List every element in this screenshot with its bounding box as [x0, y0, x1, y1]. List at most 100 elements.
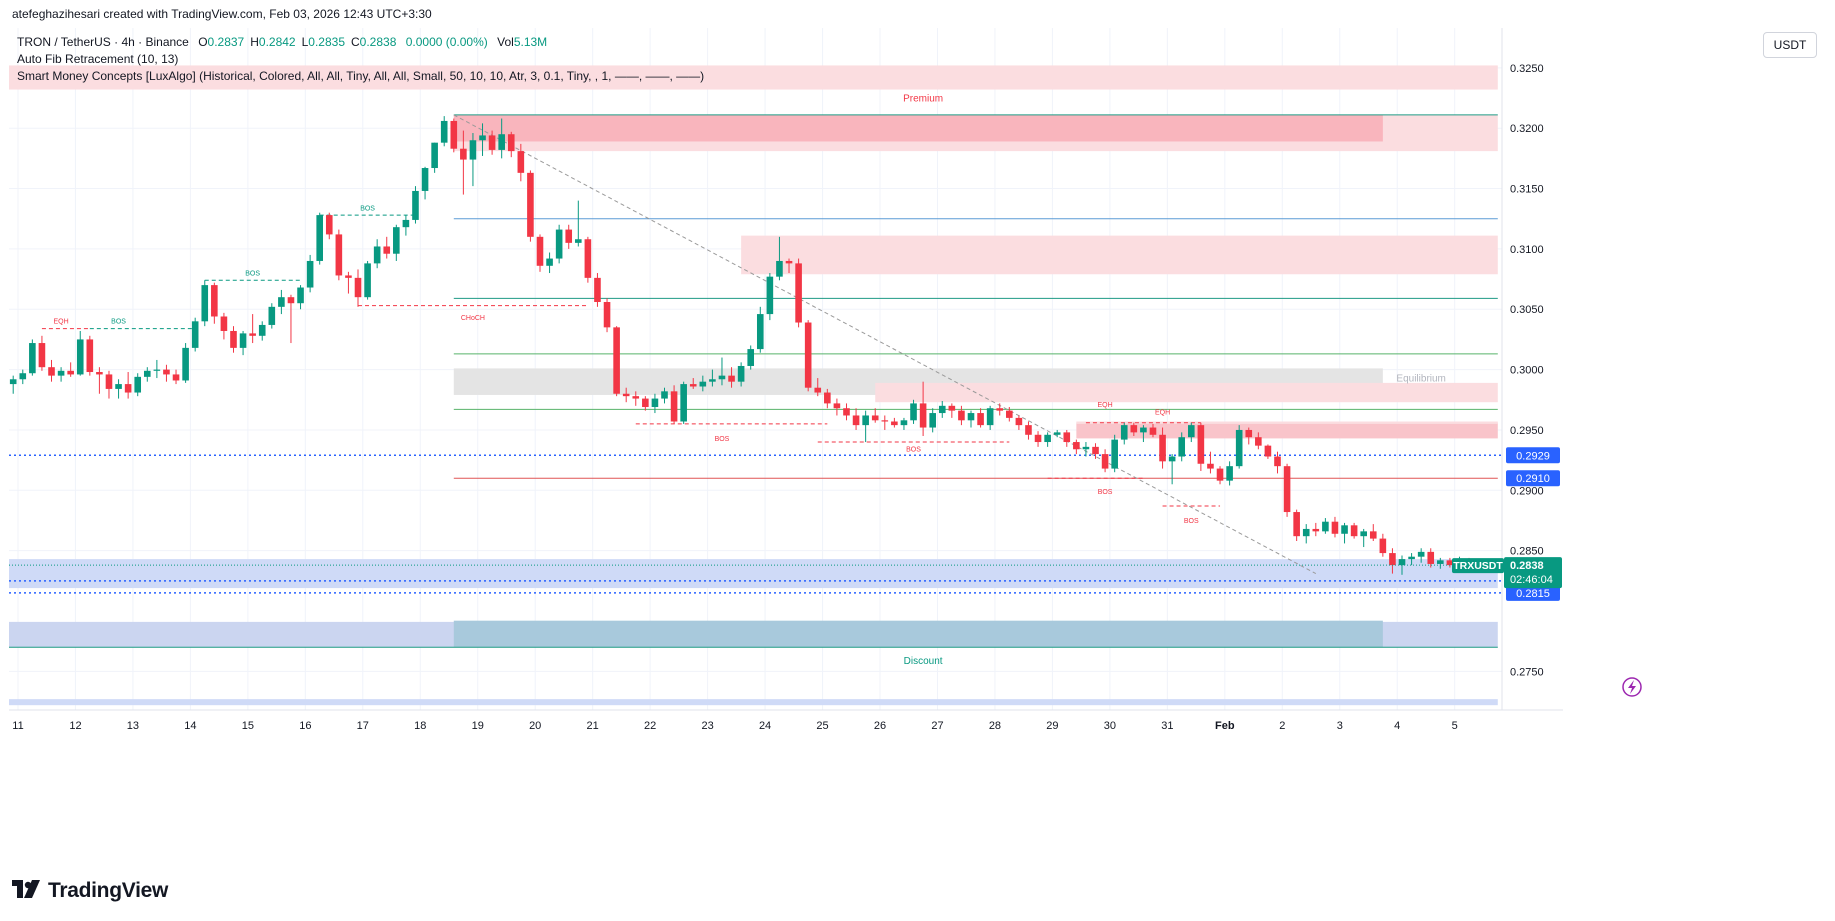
candle[interactable]: [1197, 422, 1205, 471]
candle[interactable]: [1159, 427, 1166, 469]
candle[interactable]: [642, 396, 649, 411]
candle[interactable]: [440, 116, 448, 147]
candle[interactable]: [1082, 442, 1090, 457]
candle[interactable]: [843, 403, 850, 421]
candle[interactable]: [1178, 432, 1186, 462]
candle[interactable]: [661, 387, 668, 404]
candle[interactable]: [1101, 449, 1109, 473]
candle[interactable]: [824, 388, 831, 409]
candle[interactable]: [584, 236, 592, 283]
candle[interactable]: [862, 410, 869, 443]
candle[interactable]: [297, 285, 304, 310]
candle[interactable]: [460, 130, 467, 195]
candle[interactable]: [469, 133, 477, 187]
candle[interactable]: [479, 123, 486, 156]
candle[interactable]: [1302, 524, 1310, 544]
candle[interactable]: [804, 320, 812, 392]
candle[interactable]: [1369, 524, 1377, 542]
candle[interactable]: [354, 269, 362, 307]
candle[interactable]: [1427, 548, 1435, 568]
candle[interactable]: [134, 373, 142, 397]
candle[interactable]: [651, 393, 659, 414]
candle[interactable]: [929, 408, 936, 433]
candle[interactable]: [527, 170, 534, 242]
candle[interactable]: [211, 282, 218, 324]
candle[interactable]: [1245, 427, 1253, 445]
candle[interactable]: [316, 212, 323, 265]
candle[interactable]: [507, 131, 515, 158]
candle[interactable]: [38, 335, 46, 371]
current-price-label[interactable]: 0.2838 02:46:04: [1504, 557, 1562, 589]
candle[interactable]: [958, 405, 965, 426]
candle[interactable]: [795, 258, 802, 328]
candle[interactable]: [201, 280, 209, 327]
candle[interactable]: [575, 200, 582, 247]
candle[interactable]: [689, 378, 697, 389]
candle[interactable]: [709, 369, 716, 387]
candle[interactable]: [871, 408, 879, 423]
candle[interactable]: [546, 252, 553, 274]
candle[interactable]: [335, 229, 343, 281]
candle[interactable]: [258, 321, 266, 341]
candle[interactable]: [718, 357, 726, 386]
candle[interactable]: [833, 398, 841, 416]
candle[interactable]: [345, 271, 352, 294]
candle[interactable]: [9, 375, 17, 394]
candle[interactable]: [747, 345, 755, 370]
candle[interactable]: [1379, 533, 1387, 557]
candle[interactable]: [230, 326, 237, 353]
candle[interactable]: [287, 294, 295, 344]
candle[interactable]: [622, 387, 630, 403]
candle[interactable]: [785, 258, 793, 274]
candle[interactable]: [1226, 461, 1233, 486]
candle[interactable]: [1092, 443, 1099, 459]
candle[interactable]: [1053, 429, 1061, 438]
candle[interactable]: [900, 417, 908, 430]
candle[interactable]: [1120, 422, 1128, 445]
time-axis[interactable]: 11 12 13 14 15 16 17 18 19 20 21 22 23 24 25 26 27 28 29 30…: [9, 709, 1563, 732]
candle[interactable]: [670, 385, 678, 424]
candle[interactable]: [325, 212, 333, 240]
candle[interactable]: [756, 306, 764, 353]
candle[interactable]: [1216, 466, 1224, 485]
candle[interactable]: [565, 224, 573, 249]
candle[interactable]: [603, 298, 611, 333]
candle[interactable]: [555, 224, 563, 264]
indicator-fib-label[interactable]: Auto Fib Retracement (10, 13): [17, 52, 179, 66]
candle[interactable]: [182, 343, 189, 383]
candle[interactable]: [163, 364, 170, 382]
candle[interactable]: [737, 362, 745, 387]
candle[interactable]: [852, 408, 860, 430]
candle[interactable]: [517, 143, 525, 182]
candle[interactable]: [48, 359, 55, 382]
candle[interactable]: [1341, 522, 1348, 544]
candle[interactable]: [1006, 407, 1013, 422]
candle[interactable]: [153, 359, 161, 379]
candle[interactable]: [1063, 429, 1071, 447]
candle[interactable]: [498, 118, 505, 159]
candle[interactable]: [364, 260, 371, 300]
candle[interactable]: [1283, 463, 1291, 517]
candle[interactable]: [249, 314, 256, 344]
candle[interactable]: [814, 378, 822, 397]
candle[interactable]: [402, 215, 410, 236]
candle[interactable]: [1417, 548, 1425, 563]
candle[interactable]: [1408, 553, 1415, 566]
candle[interactable]: [1293, 509, 1300, 542]
candle[interactable]: [1255, 432, 1262, 450]
price-axis[interactable]: 0.3250 0.3200 0.3150 0.3100 0.3050 0.3000 0.29…: [1501, 28, 1563, 736]
symbol-legend-row[interactable]: TRON / TetherUS · 4h · Binance O0.2837 H0…: [17, 34, 704, 51]
indicator-smc-row[interactable]: Smart Money Concepts [LuxAlgo] (Historic…: [17, 68, 704, 85]
candle[interactable]: [19, 369, 27, 385]
candle[interactable]: [1389, 548, 1396, 574]
candle[interactable]: [1235, 425, 1243, 469]
candle[interactable]: [1274, 451, 1281, 474]
candle[interactable]: [680, 381, 687, 424]
candle[interactable]: [1312, 522, 1320, 537]
candle[interactable]: [1187, 422, 1195, 443]
candle[interactable]: [488, 130, 496, 155]
candle[interactable]: [1360, 528, 1367, 548]
trendline[interactable]: [453, 114, 1317, 575]
candle[interactable]: [1149, 423, 1157, 438]
candle[interactable]: [143, 367, 151, 382]
